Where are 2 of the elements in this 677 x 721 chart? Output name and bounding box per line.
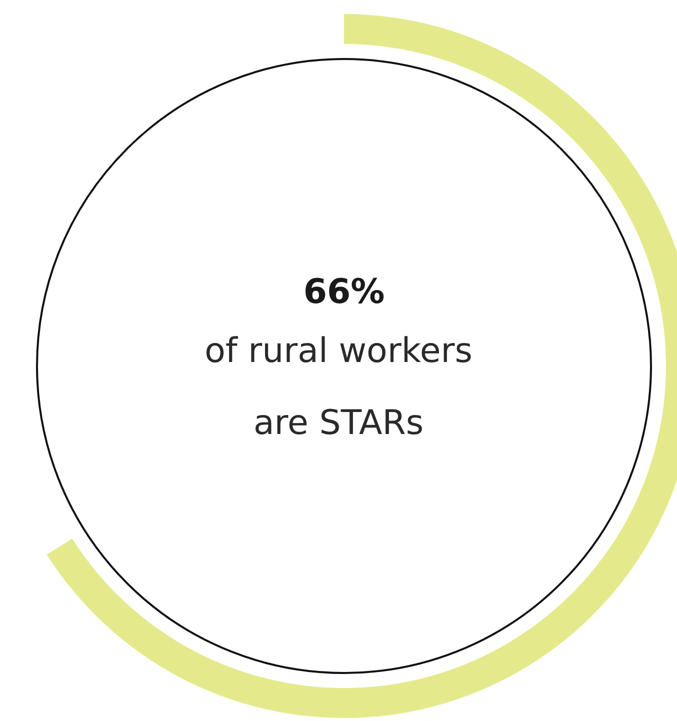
data-label: 66% (303, 272, 385, 312)
text: of rural workers are STARs (204, 331, 472, 443)
